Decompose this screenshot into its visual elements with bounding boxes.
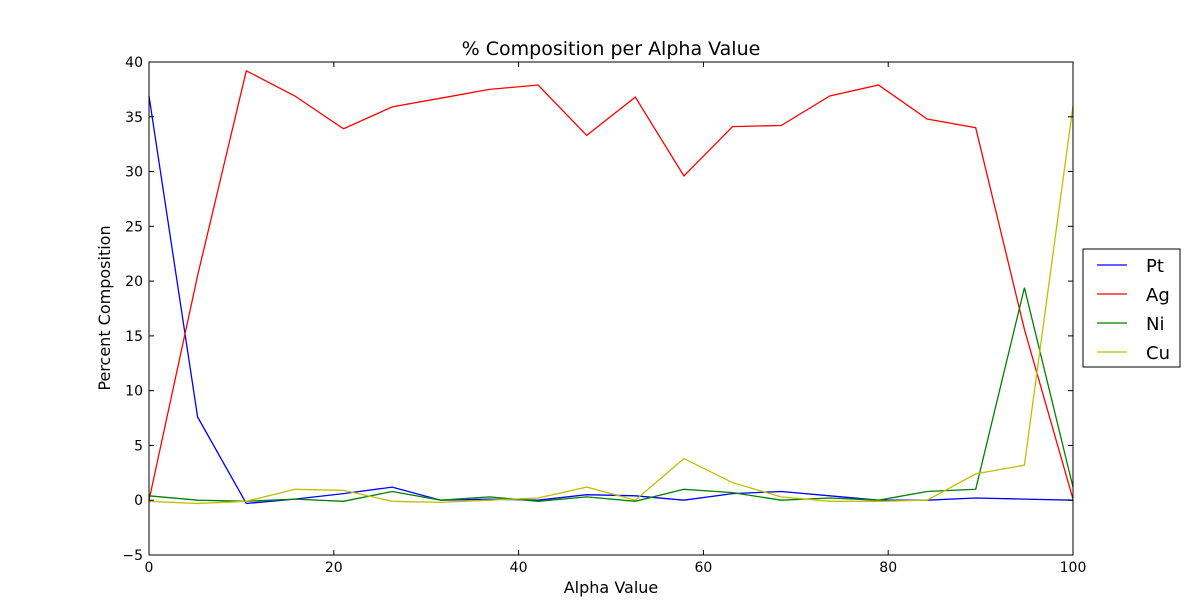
x-tick-label: 0 <box>145 560 154 576</box>
y-tick-label: 35 <box>125 110 143 126</box>
legend-label-ni: Ni <box>1146 314 1164 335</box>
x-tick-label: 60 <box>694 560 712 576</box>
y-axis: −5 0 5 10 15 20 25 30 35 40 <box>122 55 1073 564</box>
y-tick-label: −5 <box>122 548 143 564</box>
chart-title: % Composition per Alpha Value <box>462 38 761 60</box>
plot-lines <box>148 69 1074 505</box>
series-line-ni <box>148 287 1074 502</box>
legend: Pt Ag Ni Cu <box>1082 248 1181 368</box>
x-tick-label: 80 <box>879 560 897 576</box>
legend-label-ag: Ag <box>1146 285 1170 306</box>
plot-area-frame <box>148 61 1074 556</box>
y-tick-label: 20 <box>125 274 143 290</box>
x-axis-title: Alpha Value <box>564 578 659 597</box>
y-axis-title: Percent Composition <box>95 225 114 390</box>
y-tick-label: 0 <box>134 493 143 509</box>
x-tick-label: 100 <box>1060 560 1087 576</box>
series-line-ag <box>148 69 1074 501</box>
y-tick-label: 15 <box>125 329 143 345</box>
x-tick-label: 40 <box>510 560 528 576</box>
y-tick-label: 40 <box>125 55 143 71</box>
x-axis: 0 20 40 60 80 100 <box>145 62 1087 576</box>
y-tick-label: 25 <box>125 219 143 235</box>
legend-label-cu: Cu <box>1146 343 1170 364</box>
y-tick-label: 30 <box>125 165 143 181</box>
legend-frame <box>1082 248 1181 368</box>
y-tick-label: 10 <box>125 384 143 400</box>
series-line-cu <box>148 105 1074 505</box>
y-tick-label: 5 <box>134 438 143 454</box>
x-tick-label: 20 <box>325 560 343 576</box>
legend-label-pt: Pt <box>1146 256 1164 277</box>
